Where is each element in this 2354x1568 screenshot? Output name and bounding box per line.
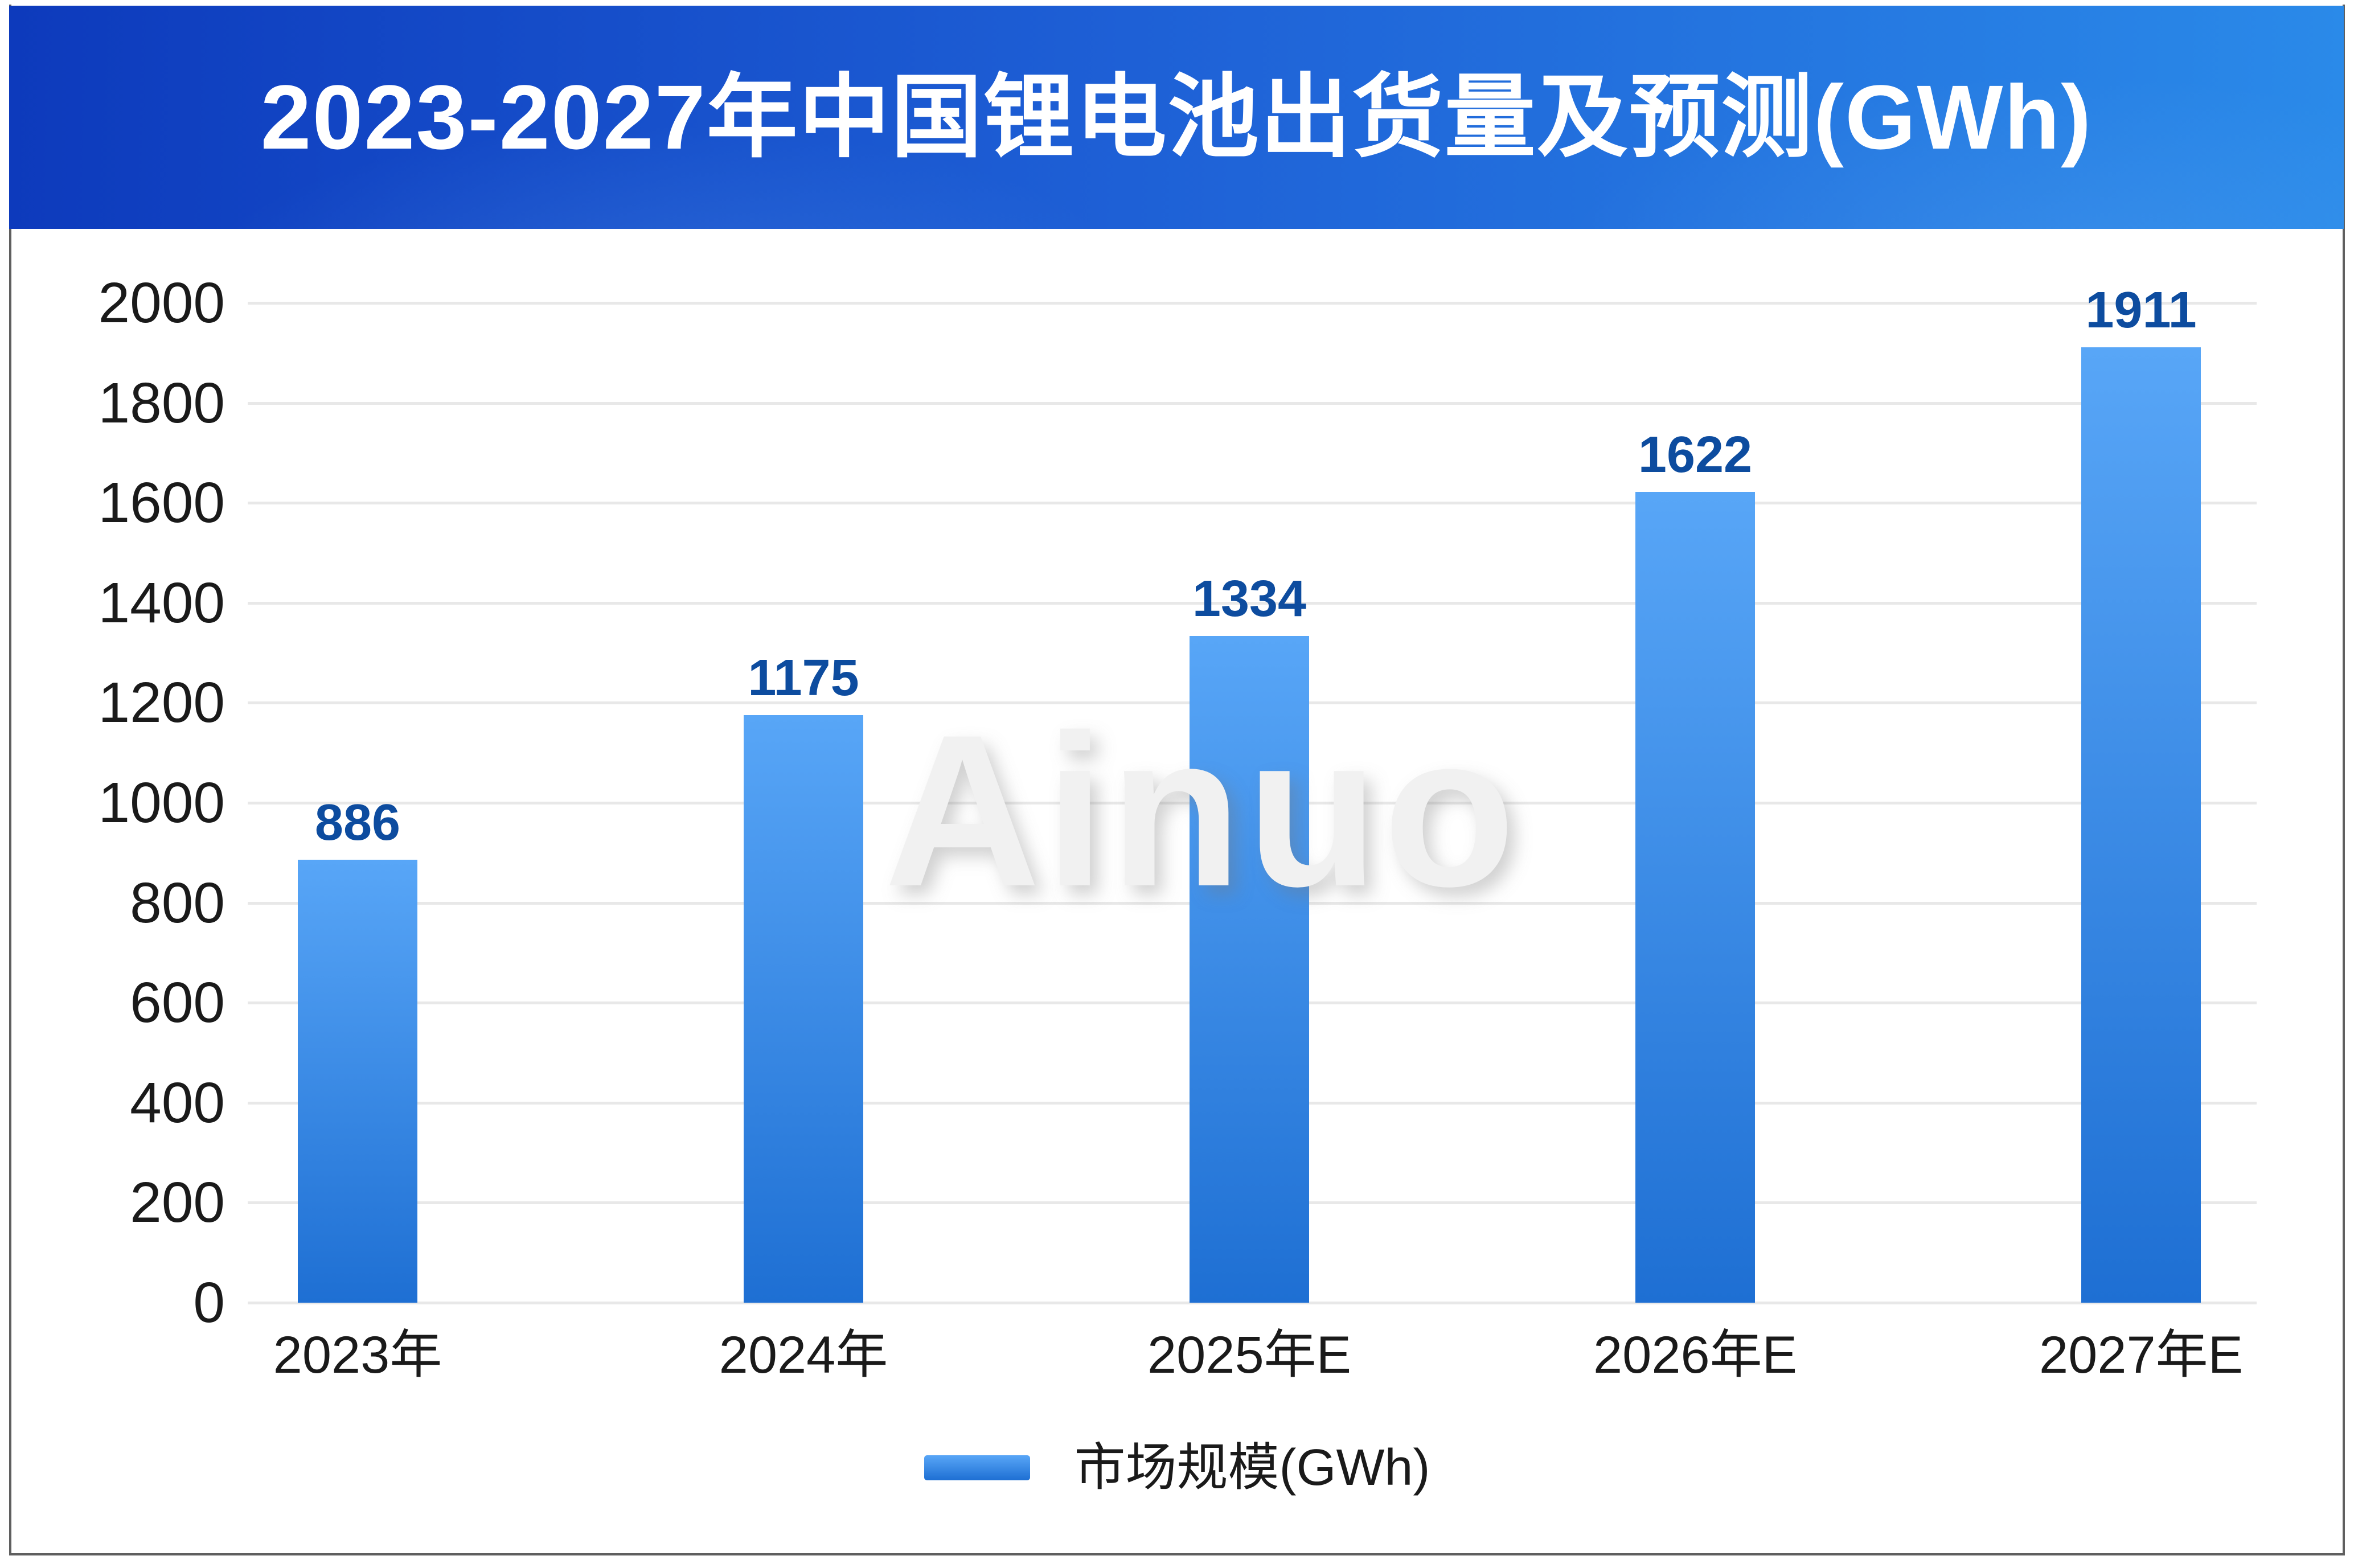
y-tick-label-0: 0 bbox=[193, 1271, 225, 1335]
legend: 市场规模(GWh) bbox=[0, 1440, 2354, 1495]
gridline-1800 bbox=[248, 401, 2257, 405]
y-tick-label-600: 600 bbox=[130, 971, 225, 1035]
value-label-2025年E: 1334 bbox=[1192, 570, 1307, 627]
value-label-2026年E: 1622 bbox=[1638, 426, 1753, 483]
bar-2025年E[interactable] bbox=[1190, 635, 1309, 1303]
bar-2026年E[interactable] bbox=[1635, 491, 1755, 1303]
y-tick-label-1800: 1800 bbox=[98, 371, 225, 435]
y-tick-label-400: 400 bbox=[130, 1070, 225, 1135]
gridline-1400 bbox=[248, 601, 2257, 605]
watermark-text: Ainuo bbox=[884, 689, 1520, 931]
y-tick-label-2000: 2000 bbox=[98, 271, 225, 335]
value-label-2023年: 886 bbox=[314, 794, 401, 852]
title-banner: 2023-2027年中国锂电池出货量及预测(GWh) bbox=[9, 6, 2344, 229]
y-tick-label-1600: 1600 bbox=[98, 471, 225, 535]
gridline-0 bbox=[248, 1302, 2257, 1304]
value-label-2024年: 1175 bbox=[748, 650, 859, 707]
x-tick-label-2023年: 2023年 bbox=[273, 1326, 442, 1384]
y-tick-label-1400: 1400 bbox=[98, 570, 225, 635]
x-tick-label-2025年E: 2025年E bbox=[1147, 1326, 1352, 1384]
y-tick-label-1200: 1200 bbox=[98, 671, 225, 735]
legend-label: 市场规模(GWh) bbox=[1074, 1439, 1430, 1496]
page-title: 2023-2027年中国锂电池出货量及预测(GWh) bbox=[260, 66, 2093, 168]
legend-item-market-size[interactable]: 市场规模(GWh) bbox=[924, 1440, 1430, 1495]
bar-2027年E[interactable] bbox=[2081, 347, 2201, 1303]
x-tick-label-2026年E: 2026年E bbox=[1593, 1326, 1798, 1384]
gridline-1600 bbox=[248, 502, 2257, 505]
x-tick-label-2024年: 2024年 bbox=[719, 1326, 888, 1384]
bar-2024年[interactable] bbox=[744, 715, 863, 1303]
bar-2023年[interactable] bbox=[298, 860, 417, 1303]
y-tick-label-800: 800 bbox=[130, 871, 225, 935]
x-tick-label-2027年E: 2027年E bbox=[2039, 1326, 2244, 1384]
y-tick-label-200: 200 bbox=[130, 1171, 225, 1235]
y-tick-label-1000: 1000 bbox=[98, 771, 225, 835]
legend-color-swatch bbox=[924, 1455, 1030, 1480]
value-label-2027年E: 1911 bbox=[2085, 282, 2197, 339]
gridline-2000 bbox=[248, 302, 2257, 305]
